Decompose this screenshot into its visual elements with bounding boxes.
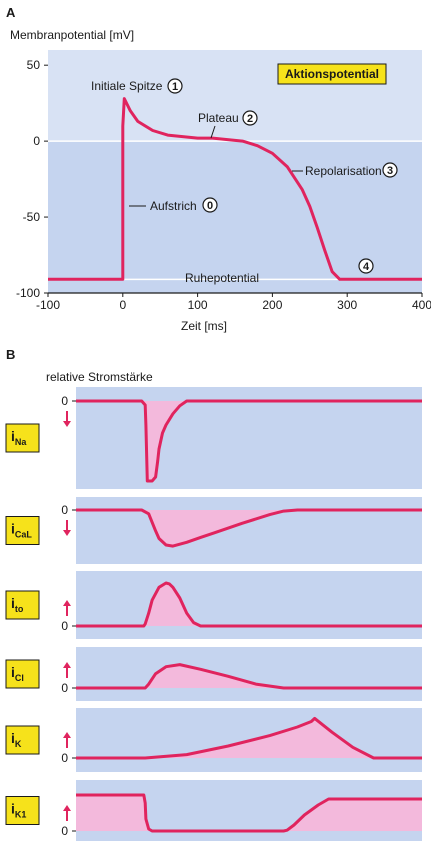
panel-a-letter: A (6, 5, 16, 20)
zero-label: 0 (61, 681, 68, 695)
direction-arrowhead (63, 421, 71, 427)
current-label-badge: iK1 (5, 796, 40, 825)
title-badge-box (277, 63, 387, 85)
current-label-sub: K (15, 739, 22, 749)
title-badge: Aktionspotential (277, 63, 387, 85)
title-badge-text: Aktionspotential (285, 67, 379, 81)
y-tick-label: -100 (16, 286, 40, 300)
zero-label: 0 (61, 503, 68, 517)
current-line (76, 581, 422, 628)
badge-2-number: 2 (247, 113, 253, 125)
current-label-sub: CaL (15, 530, 33, 540)
annotation-initial-spike: Initiale Spitze (91, 79, 163, 93)
direction-arrowhead (63, 662, 71, 668)
annotation-repolarisation: Repolarisation (305, 164, 382, 178)
current-label-box (5, 796, 40, 825)
current-label-text: iK (11, 730, 22, 749)
current-panel-na: 0 iNa (5, 387, 422, 489)
badge-0: 0 (202, 197, 218, 213)
current-label-sub: K1 (15, 810, 27, 820)
current-label-sub: Na (15, 437, 27, 447)
current-label-sub: to (15, 604, 24, 614)
badge-4-number: 4 (363, 261, 370, 273)
action-potential-line (48, 97, 422, 281)
current-background (76, 497, 422, 564)
current-label-box (5, 725, 40, 755)
current-background (76, 571, 422, 639)
zero-label: 0 (61, 824, 68, 838)
current-label-badge: iK (5, 725, 40, 755)
badge-2-ring (242, 110, 258, 126)
current-area (76, 583, 422, 626)
current-background (76, 387, 422, 489)
badge-1: 1 (167, 78, 183, 94)
badge-3-number: 3 (387, 165, 393, 177)
badge-0-ring (202, 197, 218, 213)
x-tick-label: 300 (337, 298, 357, 312)
current-area (76, 795, 422, 831)
current-background (76, 647, 422, 701)
direction-arrowhead (63, 732, 71, 738)
direction-arrowhead (63, 805, 71, 811)
current-label-box (5, 516, 40, 545)
current-label-badge: ito (5, 590, 40, 620)
badge-1-ring (167, 78, 183, 94)
annotation-plateau: Plateau (198, 111, 239, 125)
current-area (76, 401, 422, 481)
badge-2: 2 (242, 110, 258, 126)
badge-4-ring (358, 258, 374, 274)
zero-label: 0 (61, 619, 68, 633)
current-label-box (5, 423, 40, 453)
current-area (76, 510, 422, 547)
current-panel-k: 0 iK (5, 708, 422, 772)
current-label-badge: iNa (5, 423, 40, 453)
current-line (76, 716, 422, 760)
current-area (76, 718, 422, 758)
panel-b-ylabel: relative Stromstärke (46, 370, 153, 384)
current-panel-cl: 0 iCl (5, 647, 422, 701)
current-panel-cal: 0 iCaL (5, 497, 422, 564)
current-line (76, 793, 422, 833)
current-line (76, 663, 422, 690)
zero-label: 0 (61, 394, 68, 408)
x-tick-label: 200 (262, 298, 282, 312)
y-tick-label: -50 (23, 210, 41, 224)
x-tick-label: 100 (188, 298, 208, 312)
panel-a-chart: -100 0 100 200 300 400 -100 -50 0 50 Aktionspotent… (16, 50, 431, 312)
x-tick-label: 400 (412, 298, 431, 312)
panel-b-charts: 0 iNa 0 iCaL 0 ito 0 iCl 0 iK 0 iK1 (5, 387, 422, 841)
direction-arrowhead (63, 600, 71, 606)
current-label-badge: iCaL (5, 516, 40, 545)
current-label-box (5, 659, 40, 689)
badge-0-number: 0 (207, 200, 213, 212)
direction-arrowhead (63, 530, 71, 536)
current-line (76, 399, 422, 483)
panel-a-ylabel: Membranpotential [mV] (10, 28, 134, 42)
badge-3-ring (382, 162, 398, 178)
annotation-upstroke: Aufstrich (150, 199, 197, 213)
badge-1-number: 1 (172, 81, 178, 93)
current-panel-k1: 0 iK1 (5, 780, 422, 841)
current-line (76, 508, 422, 548)
y-tick-label: 50 (27, 58, 41, 72)
badge-4: 4 (358, 258, 374, 274)
current-label-sub: Cl (15, 673, 24, 683)
badge-3: 3 (382, 162, 398, 178)
current-label-badge: iCl (5, 659, 40, 689)
current-panel-to: 0 ito (5, 571, 422, 639)
x-tick-label: 0 (119, 298, 126, 312)
panel-b-letter: B (6, 347, 15, 362)
x-tick-label: -100 (36, 298, 60, 312)
annotation-resting: Ruhepotential (185, 271, 259, 285)
current-label-box (5, 590, 40, 620)
panel-a-xlabel: Zeit [ms] (181, 319, 227, 333)
y-tick-label: 0 (33, 134, 40, 148)
zero-label: 0 (61, 751, 68, 765)
plateau-leader (210, 125, 216, 139)
